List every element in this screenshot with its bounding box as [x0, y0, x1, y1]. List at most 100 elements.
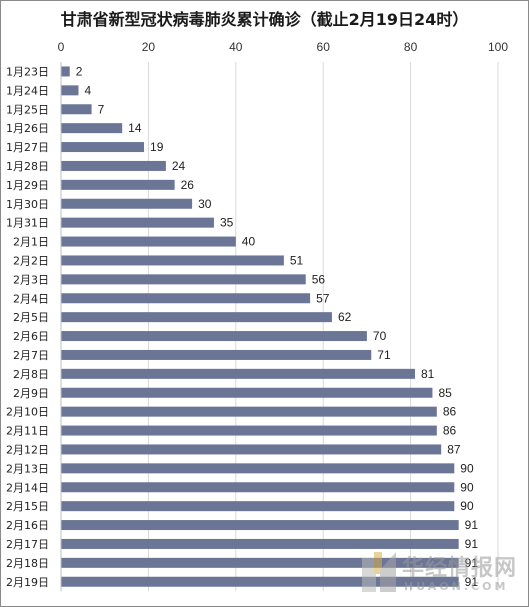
bar [61, 104, 92, 115]
category-label: 2月15日 [6, 500, 49, 513]
data-label: 87 [447, 442, 461, 456]
category-label: 2月5日 [13, 311, 49, 324]
data-label: 26 [181, 178, 195, 192]
bar [61, 463, 455, 474]
bar [61, 312, 332, 323]
category-label: 2月16日 [6, 519, 49, 532]
category-label: 2月4日 [13, 292, 49, 305]
bar [61, 557, 459, 568]
category-label: 2月6日 [13, 330, 49, 343]
bar [61, 576, 459, 587]
data-label: 81 [421, 367, 435, 381]
x-tick-label: 80 [404, 40, 418, 54]
data-label: 91 [465, 518, 479, 532]
watermark-url: HUAON.COM [404, 580, 509, 593]
x-tick-label: 40 [229, 40, 243, 54]
category-label: 1月29日 [6, 179, 49, 192]
x-axis-ticks: 0 20 40 60 80 100 [58, 40, 509, 54]
data-label: 90 [460, 461, 474, 475]
category-label: 2月18日 [6, 557, 49, 570]
bar [61, 368, 415, 379]
data-label: 90 [460, 499, 474, 513]
category-label: 1月27日 [6, 141, 49, 154]
bar [61, 425, 437, 436]
data-label: 14 [128, 121, 142, 135]
bar [61, 331, 367, 342]
category-label: 1月24日 [6, 84, 49, 97]
category-label: 2月12日 [6, 443, 49, 456]
watermark: 华经情报网 HUAON.COM [360, 548, 525, 600]
data-label: 40 [242, 235, 256, 249]
bar [61, 293, 311, 304]
category-label: 2月2日 [13, 254, 49, 267]
data-label: 24 [172, 159, 186, 173]
data-label: 85 [438, 386, 452, 400]
data-label: 86 [443, 424, 457, 438]
data-label: 7 [98, 102, 105, 116]
data-label: 19 [150, 140, 164, 154]
data-labels: 2471419242630354051565762707181858686879… [76, 64, 479, 588]
bar [61, 236, 236, 247]
bars [61, 66, 459, 587]
x-tick-label: 20 [142, 40, 156, 54]
data-label: 51 [290, 253, 304, 267]
bar [61, 85, 79, 96]
bar [61, 501, 455, 512]
category-label: 1月23日 [6, 65, 49, 78]
data-label: 56 [312, 272, 326, 286]
category-label: 2月3日 [13, 273, 49, 286]
data-label: 91 [465, 556, 479, 570]
category-label: 2月19日 [6, 576, 49, 589]
bar [61, 387, 433, 398]
data-label: 91 [465, 537, 479, 551]
bar [61, 198, 193, 209]
data-label: 90 [460, 480, 474, 494]
y-axis-categories: 1月23日 1月24日 1月25日 1月26日 1月27日 1月28日 1月29日 1月30日… [6, 65, 49, 588]
watermark-text: 华经情报网 [402, 556, 518, 581]
category-label: 2月10日 [6, 406, 49, 419]
bar [61, 406, 437, 417]
category-label: 2月9日 [13, 387, 49, 400]
x-tick-label: 0 [58, 40, 65, 54]
category-label: 2月1日 [13, 236, 49, 249]
category-label: 2月14日 [6, 481, 49, 494]
category-label: 1月31日 [6, 217, 49, 230]
bar [61, 482, 455, 493]
category-label: 2月17日 [6, 538, 49, 551]
category-label: 1月30日 [6, 198, 49, 211]
chart-title: 甘肃省新型冠状病毒肺炎累计确诊（截止2月19日24时） [60, 10, 469, 29]
bar [61, 520, 459, 531]
data-label: 70 [373, 329, 387, 343]
bar [61, 255, 284, 266]
data-label: 35 [220, 216, 234, 230]
category-label: 1月25日 [6, 103, 49, 116]
x-tick-label: 60 [317, 40, 331, 54]
data-label: 4 [84, 83, 91, 97]
gridlines [147, 62, 499, 592]
data-label: 71 [377, 348, 391, 362]
x-tick-label: 100 [488, 40, 508, 54]
category-label: 2月13日 [6, 462, 49, 475]
bar [61, 217, 214, 228]
bar [61, 274, 306, 285]
bar [61, 123, 123, 134]
bar [61, 179, 175, 190]
bar [61, 142, 145, 153]
data-label: 57 [316, 291, 330, 305]
category-label: 1月26日 [6, 122, 49, 135]
category-label: 2月11日 [6, 425, 49, 438]
data-label: 62 [338, 310, 352, 324]
bar [61, 160, 166, 171]
category-label: 2月7日 [13, 349, 49, 362]
data-label: 86 [443, 405, 457, 419]
bar [61, 66, 70, 77]
category-label: 1月28日 [6, 160, 49, 173]
bar [61, 538, 459, 549]
data-label: 91 [465, 575, 479, 589]
data-label: 30 [198, 197, 212, 211]
category-label: 2月8日 [13, 368, 49, 381]
huaon-logo-icon [362, 552, 396, 592]
data-label: 2 [76, 64, 83, 78]
bar [61, 349, 372, 360]
